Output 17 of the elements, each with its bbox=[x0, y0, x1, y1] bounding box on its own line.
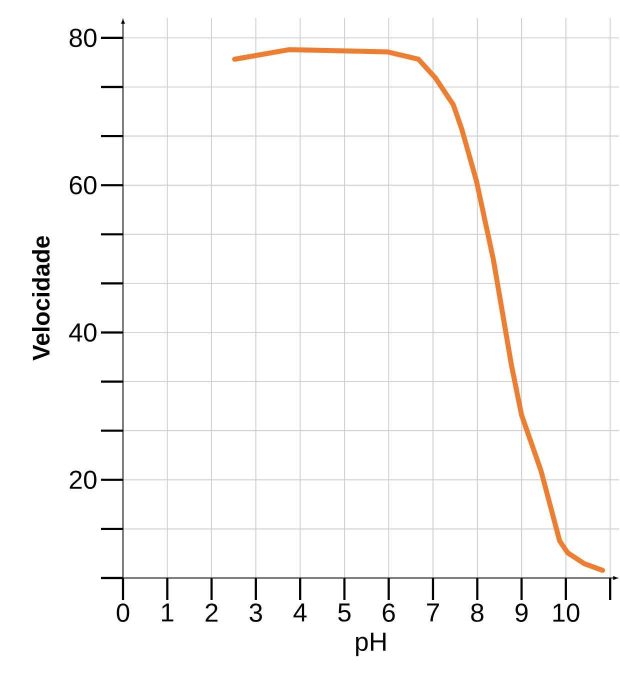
x-tick-label: 10 bbox=[554, 604, 580, 622]
x-tick-label: 0 bbox=[117, 604, 130, 622]
y-tick-label: 40 bbox=[69, 323, 97, 342]
x-tick-label: 9 bbox=[516, 604, 528, 622]
x-axis-title: pH bbox=[356, 632, 386, 656]
x-tick-label: 2 bbox=[206, 604, 218, 622]
x-tick-label: 1 bbox=[162, 604, 174, 622]
x-tick-label: 7 bbox=[427, 604, 440, 622]
y-tick-label: 80 bbox=[70, 28, 97, 48]
y-tick-label: 60 bbox=[70, 176, 97, 194]
x-tick-label: 5 bbox=[338, 604, 351, 622]
x-tick-label: 3 bbox=[250, 604, 262, 622]
x-tick-label: 8 bbox=[471, 604, 484, 622]
x-tick-label: 6 bbox=[383, 604, 396, 622]
x-tick-label: 4 bbox=[294, 604, 307, 622]
y-tick-label: 20 bbox=[70, 470, 97, 490]
y-axis-title: Velocidade bbox=[32, 236, 50, 361]
